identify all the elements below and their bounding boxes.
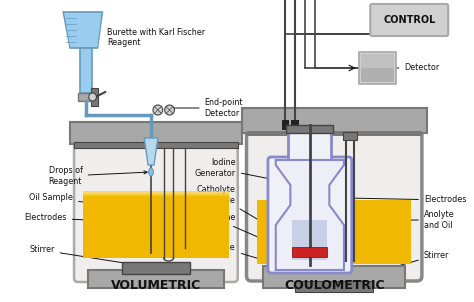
Text: COULOMETRIC: COULOMETRIC — [284, 279, 384, 292]
FancyBboxPatch shape — [246, 113, 422, 281]
Bar — [246, 131, 422, 136]
Text: CONTROL: CONTROL — [383, 15, 436, 25]
FancyBboxPatch shape — [370, 4, 448, 36]
Circle shape — [89, 93, 97, 101]
Text: Anode: Anode — [210, 243, 296, 271]
Text: Iodine
Generator: Iodine Generator — [195, 158, 272, 180]
Bar — [288, 130, 331, 165]
Text: Drops of
Reagent: Drops of Reagent — [49, 166, 147, 186]
Bar — [83, 191, 229, 196]
Polygon shape — [64, 12, 102, 48]
Bar — [361, 68, 393, 82]
Bar — [122, 262, 190, 274]
Bar — [242, 108, 427, 133]
Text: Burette with Karl Fischer
Reagent: Burette with Karl Fischer Reagent — [107, 28, 205, 47]
Polygon shape — [276, 160, 344, 270]
Text: Anolyte
and Oil: Anolyte and Oil — [353, 210, 455, 230]
Text: Stirrer: Stirrer — [29, 246, 152, 268]
Circle shape — [164, 105, 174, 115]
Bar — [292, 247, 328, 257]
Text: VOLUMETRIC: VOLUMETRIC — [111, 279, 201, 292]
Text: Catholyte
Cathode: Catholyte Cathode — [197, 185, 273, 228]
Bar — [81, 49, 91, 92]
Bar — [282, 120, 290, 130]
Bar — [292, 120, 299, 130]
Bar — [88, 270, 224, 288]
Text: Detector: Detector — [363, 63, 439, 72]
Text: Electrodes: Electrodes — [24, 214, 160, 225]
Text: Oil Sample: Oil Sample — [29, 194, 133, 209]
Text: Membrane: Membrane — [192, 214, 289, 251]
Bar — [286, 125, 333, 133]
Bar — [263, 266, 405, 288]
Bar — [358, 52, 396, 84]
FancyBboxPatch shape — [74, 126, 238, 282]
FancyBboxPatch shape — [268, 157, 352, 273]
Bar — [80, 48, 91, 93]
Bar — [292, 220, 328, 260]
Text: End-point
Detector: End-point Detector — [167, 98, 243, 118]
Bar — [70, 122, 242, 144]
Bar — [78, 93, 93, 101]
Text: Electrodes: Electrodes — [350, 195, 466, 204]
Ellipse shape — [148, 168, 154, 176]
Bar — [83, 194, 229, 258]
Text: Stirrer: Stirrer — [338, 250, 449, 284]
Bar — [295, 281, 373, 292]
Polygon shape — [144, 138, 158, 165]
Polygon shape — [64, 13, 101, 47]
Bar — [257, 200, 411, 264]
Bar — [343, 132, 356, 140]
Bar — [74, 142, 238, 148]
Bar — [361, 54, 393, 68]
Circle shape — [153, 105, 163, 115]
Bar — [91, 88, 99, 106]
